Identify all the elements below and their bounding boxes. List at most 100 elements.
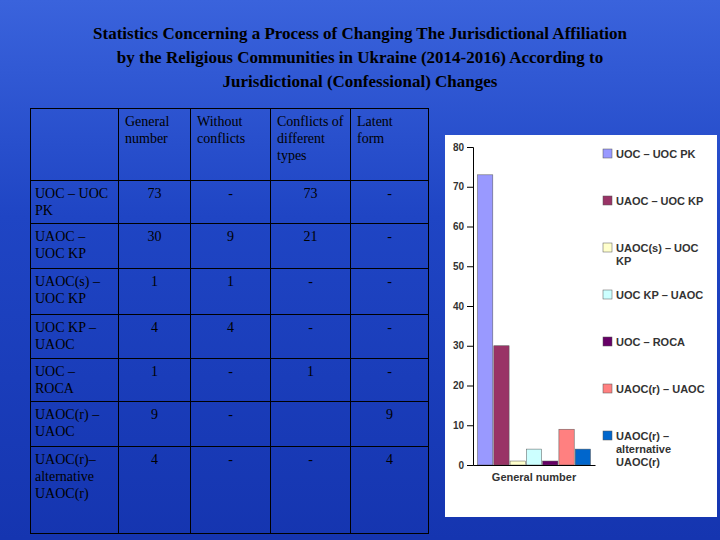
cell [271, 402, 351, 447]
tick-label: 20 [453, 380, 465, 391]
cell: 1 [191, 269, 271, 315]
legend-item: UOC – ROCA [603, 336, 685, 348]
cell: 9 [119, 402, 191, 447]
row: UOC – ROCA1-1- [31, 359, 429, 402]
chart-svg: 0 10 20 30 40 50 60 70 80 General number UOC – UOC… [445, 135, 717, 517]
cell: 4 [191, 315, 271, 359]
y-tick: 50 [453, 261, 473, 272]
header-cell: Latent form [351, 109, 429, 181]
tick-mark [467, 306, 473, 307]
cell: 30 [119, 224, 191, 269]
tick-label: 60 [453, 221, 465, 232]
tick-mark [467, 266, 473, 267]
tick-mark [467, 227, 473, 228]
row: UOC KP – UAOC44-- [31, 315, 429, 359]
cell: - [191, 447, 271, 534]
row: UAOC(r) – UAOC9-9 [31, 402, 429, 447]
row-label: UAOC – UOC KP [31, 224, 119, 269]
tick-mark [467, 425, 473, 426]
legend-label: UOC – ROCA [616, 336, 685, 348]
bars [478, 175, 591, 465]
chart: 0 10 20 30 40 50 60 70 80 General number UOC – UOC… [445, 135, 717, 521]
legend-item: UOC – UOC PK [603, 148, 696, 160]
legend-label: UAOC(r) –alternativeUAOC(r) [616, 430, 671, 468]
legend-item: UAOC(s) – UOCKP [603, 242, 699, 267]
y-tick: 20 [453, 380, 473, 391]
legend-label: UAOC(r) – UAOC [616, 383, 705, 395]
row-label: UAOC(s) – UOC KP [31, 269, 119, 315]
legend-item: UAOC(r) –alternativeUAOC(r) [603, 430, 671, 468]
y-tick: 30 [453, 340, 473, 351]
cell: 1 [119, 359, 191, 402]
legend-swatch [603, 384, 612, 393]
cell: - [351, 359, 429, 402]
legend-label: UOC – UOC PK [616, 148, 696, 160]
legend-swatch [603, 337, 612, 346]
tick-mark [467, 187, 473, 188]
cell: 73 [271, 181, 351, 224]
tick-mark [467, 147, 473, 148]
cell: - [351, 181, 429, 224]
y-tick: 40 [453, 301, 473, 312]
bar [575, 449, 590, 465]
header-cell: General number [119, 109, 191, 181]
bar [559, 429, 574, 465]
bar [543, 461, 558, 465]
title-line: Jurisdictional (Confessional) Changes [0, 70, 720, 94]
row-label: UAOC(r)– alternative UAOC(r) [31, 447, 119, 534]
header-cell [31, 109, 119, 181]
tick-label: General number [492, 471, 577, 483]
cell: 21 [271, 224, 351, 269]
tick-mark [467, 465, 473, 466]
y-tick: 10 [453, 420, 473, 431]
cell: - [351, 315, 429, 359]
cell: - [351, 224, 429, 269]
chart-background [445, 135, 717, 517]
legend-label: UAOC – UOC KP [616, 195, 703, 207]
tick-label: 10 [453, 420, 465, 431]
legend-item: UAOC(r) – UAOC [603, 383, 705, 395]
cell: 73 [119, 181, 191, 224]
row-label: UAOC(r) – UAOC [31, 402, 119, 447]
bar [526, 449, 541, 465]
y-tick: 60 [453, 221, 473, 232]
cell: 1 [119, 269, 191, 315]
y-tick: 80 [453, 142, 473, 153]
legend-swatch [603, 149, 612, 158]
tick-mark [467, 386, 473, 387]
cell: 9 [191, 224, 271, 269]
cell: 4 [119, 315, 191, 359]
y-tick: 70 [453, 181, 473, 192]
row: UAOC(s) – UOC KP11-- [31, 269, 429, 315]
y-axis: 0 10 20 30 40 50 60 70 80 [453, 142, 474, 471]
bar [478, 175, 493, 465]
legend-swatch [603, 196, 612, 205]
header-cell: Without conflicts [191, 109, 271, 181]
legend: UOC – UOC PK UAOC – UOC KP UAOC(s) – UOCKP… [603, 148, 705, 468]
cell: 9 [351, 402, 429, 447]
legend-label: UOC KP – UAOC [616, 289, 703, 301]
legend-swatch [603, 290, 612, 299]
row: UAOC(r)– alternative UAOC(r)4--4 [31, 447, 429, 534]
x-axis: General number [474, 466, 596, 483]
header-row: General numberWithout conflictsConflicts… [31, 109, 429, 181]
row: UOC – UOC PK73-73- [31, 181, 429, 224]
cell: - [271, 315, 351, 359]
tick-mark [467, 346, 473, 347]
tick-label: 40 [453, 301, 465, 312]
header-cell: Conflicts of different types [271, 109, 351, 181]
row: UAOC – UOC KP30921- [31, 224, 429, 269]
y-tick: 0 [458, 460, 473, 471]
cell: 4 [351, 447, 429, 534]
x-tick: General number [492, 471, 577, 483]
bar [494, 346, 509, 465]
title: Statistics Concerning a Process of Chang… [0, 22, 720, 94]
legend-swatch [603, 243, 612, 252]
legend-item: UAOC – UOC KP [603, 195, 703, 207]
cell: 1 [271, 359, 351, 402]
row-label: UOC – UOC PK [31, 181, 119, 224]
cell: - [191, 181, 271, 224]
row-label: UOC – ROCA [31, 359, 119, 402]
legend-item: UOC KP – UAOC [603, 289, 703, 301]
tick-label: 0 [458, 460, 464, 471]
